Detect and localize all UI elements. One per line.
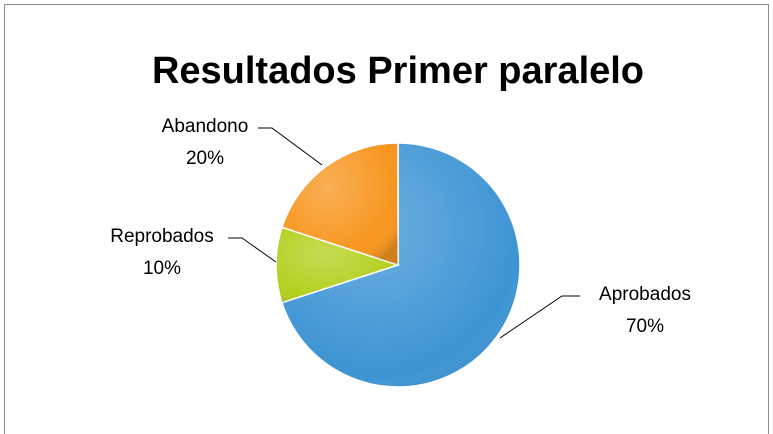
slice-shade [281, 143, 520, 387]
slice-value-label: 70% [626, 316, 664, 337]
chart-frame [4, 4, 769, 434]
slice-value-label: 10% [143, 258, 181, 279]
chart-title: Resultados Primer paralelo [152, 50, 644, 92]
slice-value-label: 20% [186, 148, 224, 169]
slice-shade [281, 143, 398, 265]
leader-line [499, 295, 580, 339]
slice-shade [276, 227, 398, 303]
pie [275, 142, 521, 388]
leader-line [258, 127, 323, 166]
slice-label: Reprobados [110, 226, 214, 247]
slice-label: Abandono [162, 116, 249, 137]
slice-label: Aprobados [599, 284, 691, 305]
leader-line [228, 237, 277, 263]
